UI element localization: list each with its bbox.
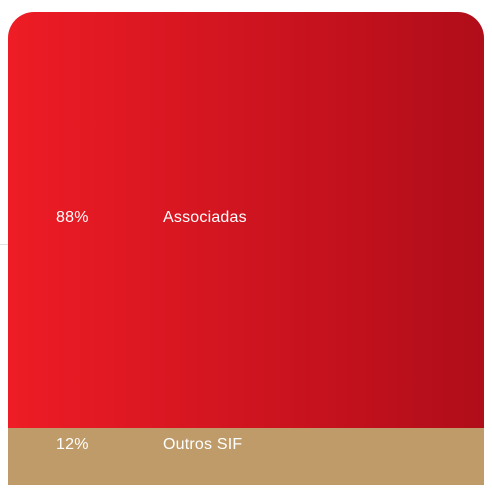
segment-category-label: Outros SIF xyxy=(163,436,243,453)
segment-category-label: Associadas xyxy=(163,209,247,226)
segment-outros-sif: 12% Outros SIF xyxy=(8,428,484,485)
segment-value-label: 12% xyxy=(56,436,89,453)
segment-associadas: 88% Associadas xyxy=(8,12,484,428)
segment-value-label: 88% xyxy=(56,209,89,226)
stacked-percentage-chart: 88% Associadas 12% Outros SIF xyxy=(8,12,484,485)
